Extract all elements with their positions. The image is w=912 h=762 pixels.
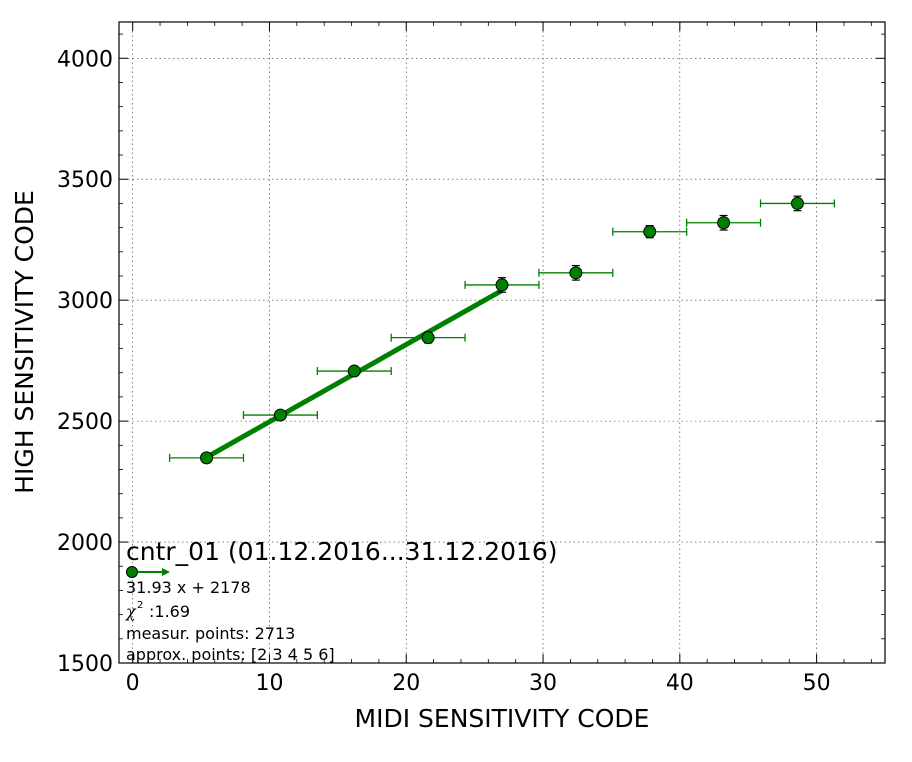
data-point-group xyxy=(390,331,466,345)
data-point xyxy=(495,278,509,292)
approx-points: approx. points: [2 3 4 5 6] xyxy=(126,645,335,664)
minor-ticks xyxy=(119,22,885,664)
plot-frame xyxy=(118,21,886,664)
data-point-group xyxy=(612,225,688,239)
annotation-title: cntr_01 (01.12.2016...31.12.2016) xyxy=(126,537,558,566)
y-tick-label: 2500 xyxy=(57,410,113,435)
x-tick-label: 40 xyxy=(666,671,694,696)
data-point xyxy=(200,451,214,465)
data-point-group xyxy=(242,408,318,422)
chi2-symbol: χ xyxy=(125,602,137,621)
fit-annotation: cntr_01 (01.12.2016...31.12.2016) 31.93 … xyxy=(125,537,558,664)
y-tick-label: 3000 xyxy=(57,289,113,314)
points-layer xyxy=(168,195,836,465)
x-tick-label: 30 xyxy=(529,671,557,696)
y-tick-label: 1500 xyxy=(57,652,113,677)
data-point-group xyxy=(538,264,614,281)
y-tick-label: 3500 xyxy=(57,168,113,193)
data-point-group xyxy=(464,277,540,293)
chi2-value: :1.69 xyxy=(149,602,190,621)
chi2-exponent: 2 xyxy=(137,600,143,611)
legend-arrowhead xyxy=(162,568,170,576)
x-tick-label: 20 xyxy=(392,671,420,696)
legend-marker xyxy=(126,566,138,578)
tick-labels: 0 10 20 30 40 50 1500 2000 2500 3000 3500 4000 xyxy=(57,47,831,696)
data-point-group xyxy=(686,214,762,231)
measur-points: measur. points: 2713 xyxy=(126,624,295,643)
x-tick-label: 0 xyxy=(126,671,140,696)
data-point-group xyxy=(759,195,836,212)
data-point xyxy=(790,196,804,210)
x-tick-label: 10 xyxy=(255,671,283,696)
data-point xyxy=(421,331,435,345)
x-tick-label: 50 xyxy=(803,671,831,696)
data-point xyxy=(643,225,657,239)
data-point xyxy=(717,216,731,230)
grid xyxy=(119,22,885,663)
fit-equation: 31.93 x + 2178 xyxy=(126,578,251,597)
data-point-group xyxy=(316,364,392,378)
y-axis-title: HIGH SENSITIVITY CODE xyxy=(10,190,39,494)
data-point-group xyxy=(168,451,245,465)
x-axis-title: MIDI SENSITIVITY CODE xyxy=(355,704,650,733)
data-point xyxy=(273,408,287,422)
y-tick-label: 4000 xyxy=(57,47,113,72)
data-point xyxy=(569,266,583,280)
y-tick-label: 2000 xyxy=(57,531,113,556)
data-point xyxy=(347,364,361,378)
